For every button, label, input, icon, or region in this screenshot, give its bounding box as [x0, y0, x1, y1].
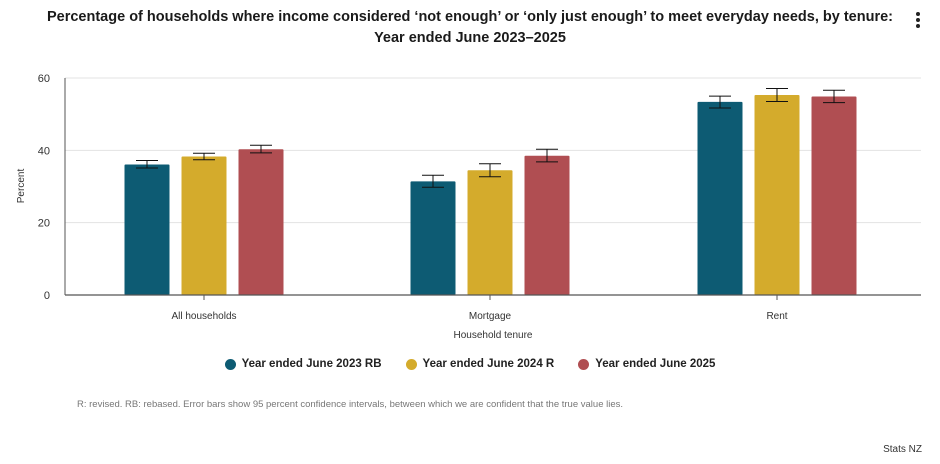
legend: Year ended June 2023 RB Year ended June 2… — [0, 358, 940, 370]
legend-item[interactable]: Year ended June 2023 RB — [224, 358, 382, 370]
bar[interactable] — [524, 155, 570, 295]
x-axis-label: Household tenure — [454, 330, 533, 341]
x-tick-label: Rent — [766, 311, 787, 322]
legend-marker — [405, 358, 417, 370]
legend-label: Year ended June 2024 R — [422, 358, 555, 370]
legend-item[interactable]: Year ended June 2024 R — [405, 358, 555, 370]
y-tick-label: 60 — [38, 73, 50, 85]
legend-marker — [578, 358, 590, 370]
bar[interactable] — [467, 170, 513, 295]
bar[interactable] — [124, 164, 170, 295]
bar[interactable] — [238, 149, 284, 295]
bar-chart: 0 20 40 60 All households Mortgage Rent Percen… — [16, 73, 921, 341]
legend-label: Year ended June 2025 — [595, 358, 716, 370]
chart-title: Percentage of households where income co… — [46, 9, 893, 46]
bar[interactable] — [697, 101, 743, 296]
bar[interactable] — [754, 94, 800, 295]
y-tick-label: 0 — [44, 290, 50, 302]
source-credit: Stats NZ — [883, 444, 922, 455]
more-vertical-icon[interactable] — [912, 12, 924, 34]
bar[interactable] — [410, 181, 456, 295]
y-axis-label: Percent — [16, 169, 27, 204]
y-tick-label: 40 — [38, 145, 50, 157]
legend-label: Year ended June 2023 RB — [241, 358, 382, 370]
y-tick-label: 20 — [38, 218, 50, 230]
bar[interactable] — [811, 96, 857, 295]
x-tick-label: Mortgage — [469, 311, 512, 322]
legend-marker — [224, 358, 236, 370]
bar[interactable] — [181, 156, 227, 295]
chart-note: R: revised. RB: rebased. Error bars show… — [77, 399, 624, 410]
legend-item[interactable]: Year ended June 2025 — [578, 358, 715, 370]
x-tick-label: All households — [171, 311, 236, 322]
